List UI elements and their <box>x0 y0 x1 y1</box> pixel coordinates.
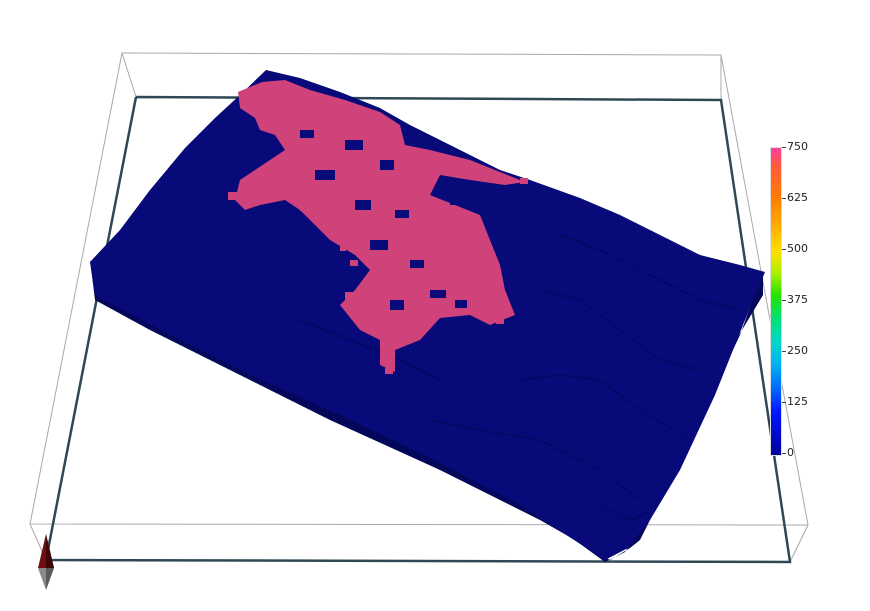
gap-cell <box>450 195 456 205</box>
terrain-block <box>90 70 765 562</box>
colorbar-tick-mark <box>782 147 786 148</box>
gap-cell <box>455 300 467 308</box>
gap-cell <box>300 130 314 138</box>
north-arrow-bottom-shade <box>46 568 54 590</box>
gap-cell <box>355 200 371 210</box>
colorbar-label-750: 750 <box>787 140 808 153</box>
gap-cell <box>260 140 274 150</box>
high-value-cell <box>300 205 308 211</box>
gap-cell <box>370 240 388 250</box>
gap-cell <box>410 260 424 268</box>
colorbar-label-250: 250 <box>787 344 808 357</box>
contour-line <box>599 504 651 521</box>
north-arrow-top-shade <box>46 534 54 568</box>
contour-line <box>539 289 701 371</box>
gap-cell <box>395 210 409 218</box>
high-value-cell <box>385 368 393 374</box>
contour-line <box>519 374 691 441</box>
colorbar-label-500: 500 <box>787 242 808 255</box>
high-value-cell <box>345 292 355 300</box>
high-value-region <box>228 80 528 374</box>
colorbar-tick-mark <box>782 453 786 454</box>
colorbar-tick-mark <box>782 198 786 199</box>
high-value-cell <box>264 194 272 200</box>
colorbar-tick-mark <box>782 300 786 301</box>
colorbar-label-375: 375 <box>787 293 808 306</box>
bounding-box <box>29 52 809 564</box>
bounding-box-edge <box>789 524 809 563</box>
colorbar-label-0: 0 <box>787 446 794 459</box>
bounding-box-edge <box>121 52 137 98</box>
north-arrow-icon[interactable] <box>36 534 56 592</box>
high-value-cell <box>350 260 358 266</box>
high-value-patch <box>235 80 525 372</box>
contour-lines <box>299 234 741 521</box>
gap-cell <box>315 170 335 180</box>
colorbar-label-125: 125 <box>787 395 808 408</box>
gap-cell <box>380 160 394 170</box>
high-value-cell <box>228 192 238 200</box>
colorbar-tick-mark <box>782 402 786 403</box>
contour-line <box>299 319 441 381</box>
high-value-cell <box>496 318 504 324</box>
contour-line <box>429 419 641 501</box>
bounding-box-bottom <box>44 95 792 564</box>
colorbar-label-625: 625 <box>787 191 808 204</box>
high-value-gaps <box>260 130 467 310</box>
gap-cell <box>430 290 446 298</box>
color-scale-bar <box>770 147 782 456</box>
high-value-cell <box>340 245 346 251</box>
colorbar-tick-mark <box>782 249 786 250</box>
colorbar-tick-mark <box>782 351 786 352</box>
contour-line <box>559 234 741 311</box>
high-value-cell <box>520 178 528 184</box>
gap-cell <box>345 140 363 150</box>
gap-cell <box>390 300 404 310</box>
